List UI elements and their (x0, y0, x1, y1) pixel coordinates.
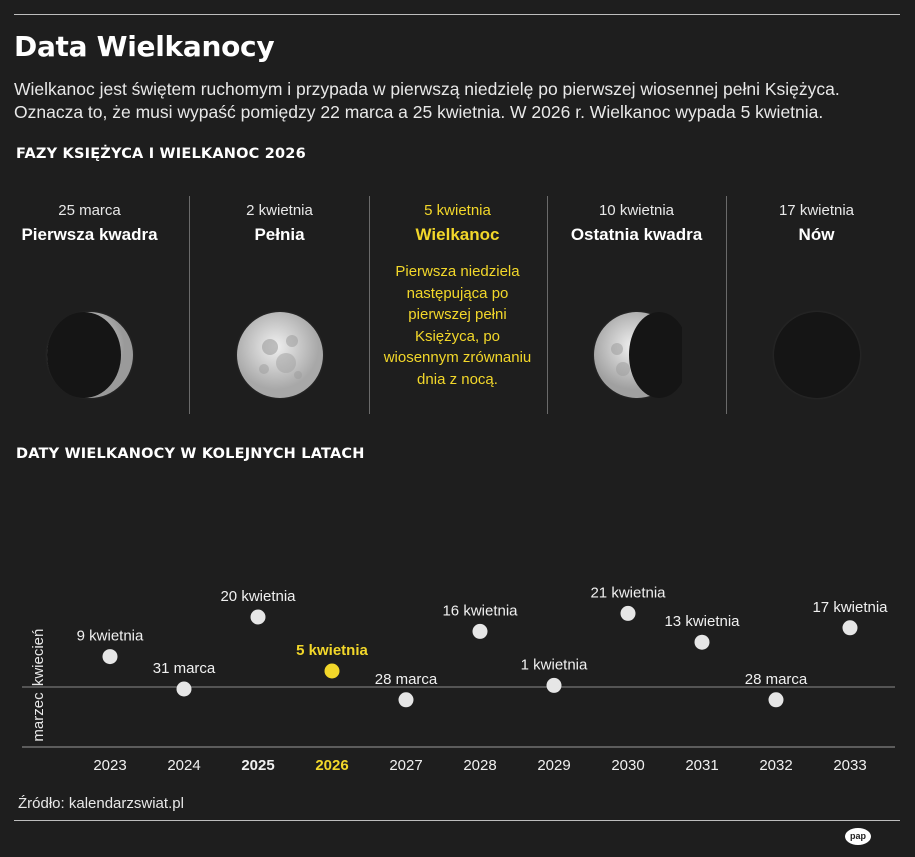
phase-divider (189, 196, 190, 414)
year-2023-tick-label: 2023 (93, 757, 126, 774)
year-2026-marker (324, 663, 340, 679)
year-2025-date-label: 20 kwietnia (220, 588, 296, 605)
year-2028-date-label: 16 kwietnia (442, 602, 518, 619)
intro-text: Wielkanoc jest świętem ruchomym i przypa… (14, 78, 904, 124)
phase-first-quarter: 25 marca Pierwsza kwadra (0, 198, 179, 414)
top-rule (14, 14, 900, 15)
year-2033-date-label: 17 kwietnia (812, 599, 888, 616)
phase-full-moon: 2 kwietnia Pełnia (190, 198, 369, 414)
phase-name: Pełnia (254, 225, 305, 244)
source-note: Źródło: kalendarzswiat.pl (18, 795, 184, 812)
year-2031-marker (694, 634, 710, 650)
first-quarter-moon-icon (44, 310, 135, 400)
year-2032-marker (768, 692, 784, 708)
year-2025-tick-label: 2025 (241, 757, 274, 774)
phase-divider (547, 196, 548, 414)
y-band-label-march: marzec (30, 692, 47, 742)
year-2030-tick-label: 2030 (611, 757, 644, 774)
phase-name: Ostatnia kwadra (570, 225, 703, 244)
y-band-label-april: kwiecień (30, 629, 47, 687)
year-2029-tick-label: 2029 (537, 757, 570, 774)
page-title: Data Wielkanocy (14, 30, 275, 63)
year-2030-date-label: 21 kwietnia (590, 584, 666, 601)
year-2026-date-label: 5 kwietnia (296, 642, 368, 659)
phase-easter: 5 kwietnia Wielkanoc Pierwsza niedziela … (368, 198, 547, 414)
year-2033-marker (842, 620, 858, 636)
year-2033-tick-label: 2033 (833, 757, 866, 774)
year-2023-marker (102, 649, 118, 665)
year-2031-tick-label: 2031 (685, 757, 718, 774)
year-2029-date-label: 1 kwietnia (521, 656, 588, 673)
phase-last-quarter: 10 kwietnia Ostatnia kwadra (547, 198, 726, 414)
last-quarter-moon-icon (591, 310, 682, 400)
year-2029-marker (546, 677, 562, 693)
easter-dates-chart: kwiecień marzec 9 kwietnia 2023 31 marca 2024… (22, 584, 895, 774)
year-2032-date-label: 28 marca (745, 671, 808, 688)
year-2027-date-label: 28 marca (375, 671, 438, 688)
year-2024-marker (176, 681, 192, 697)
phase-name: Wielkanoc (415, 225, 500, 244)
phase-new-moon: 17 kwietnia Nów (727, 198, 906, 414)
year-2032-tick-label: 2032 (759, 757, 792, 774)
year-2027-marker (398, 692, 414, 708)
year-2028-tick-label: 2028 (463, 757, 496, 774)
phase-divider (369, 196, 370, 414)
phase-date: 17 kwietnia (778, 202, 855, 219)
intro-line-1: Wielkanoc jest świętem ruchomym i przypa… (14, 79, 840, 99)
easter-description: Pierwsza niedziela następująca po pierws… (383, 263, 532, 388)
year-2030-marker (620, 605, 636, 621)
intro-line-2: Oznacza to, że musi wypaść pomiędzy 22 m… (14, 102, 824, 122)
full-moon-icon (234, 310, 325, 400)
phase-name: Nów (798, 225, 835, 244)
year-2025-marker (250, 609, 266, 625)
phase-date: 5 kwietnia (424, 202, 491, 219)
phase-date: 25 marca (58, 202, 121, 219)
phases-section-title: FAZY KSIĘŻYCA I WIELKANOC 2026 (16, 146, 306, 162)
new-moon-icon (771, 310, 862, 400)
year-2024-date-label: 31 marca (153, 660, 216, 677)
phase-divider (726, 196, 727, 414)
bottom-rule (14, 820, 900, 821)
year-2028-marker (472, 623, 488, 639)
year-2026-tick-label: 2026 (315, 757, 348, 774)
timeline-section-title: DATY WIELKANOCY W KOLEJNYCH LATACH (16, 446, 365, 462)
phase-date: 10 kwietnia (598, 202, 675, 219)
phase-date: 2 kwietnia (246, 202, 313, 219)
phase-name: Pierwsza kwadra (21, 225, 158, 244)
pap-logo: pap (845, 828, 871, 845)
year-2027-tick-label: 2027 (389, 757, 422, 774)
year-2024-tick-label: 2024 (167, 757, 200, 774)
year-2031-date-label: 13 kwietnia (664, 613, 740, 630)
year-2023-date-label: 9 kwietnia (77, 628, 144, 645)
